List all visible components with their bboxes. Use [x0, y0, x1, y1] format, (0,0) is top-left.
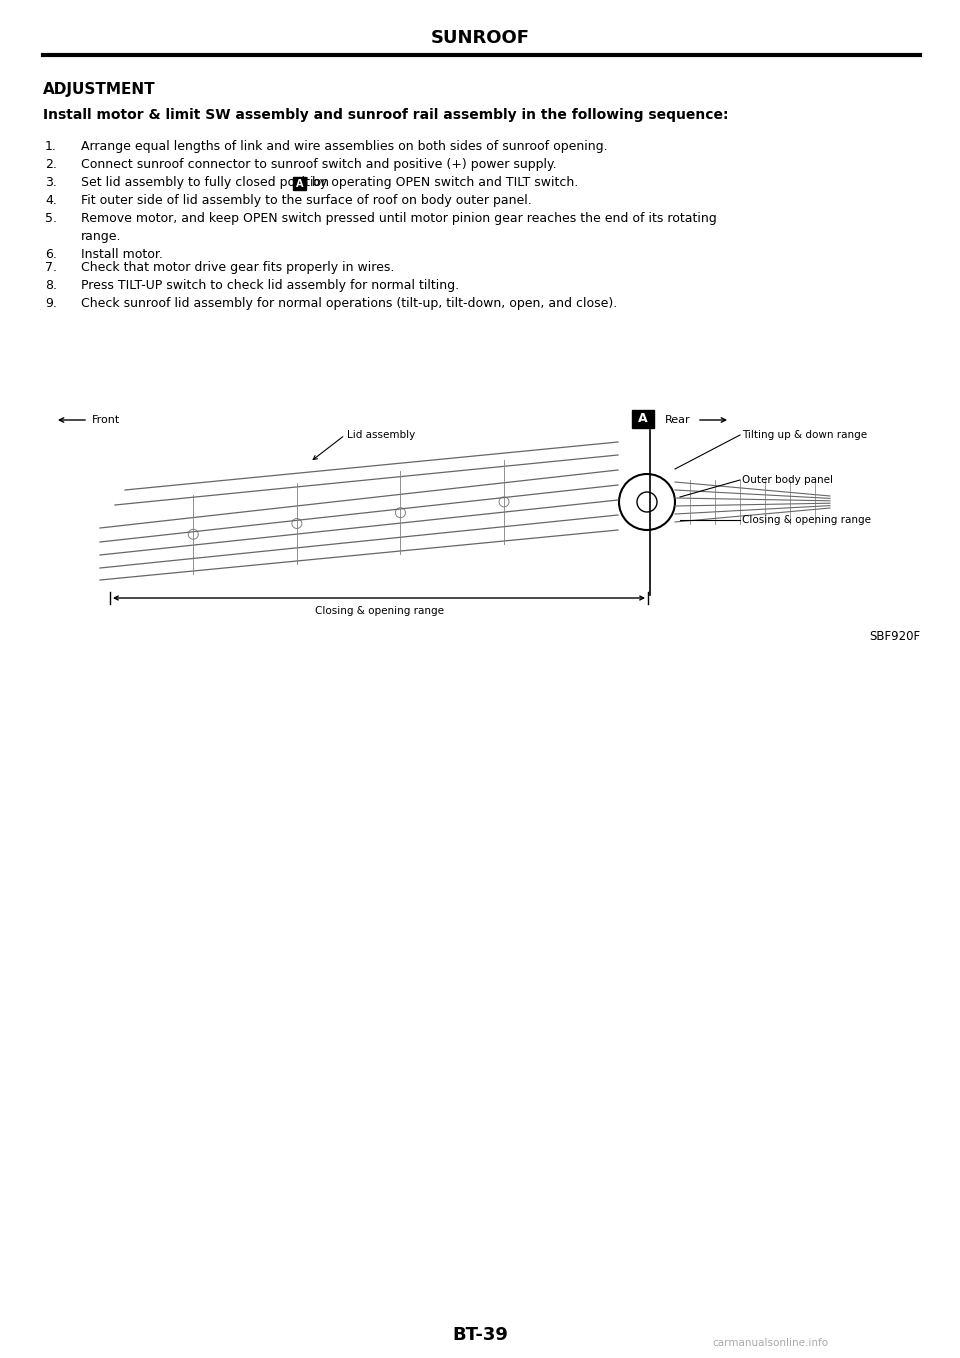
Text: SUNROOF: SUNROOF [430, 29, 530, 48]
Text: carmanualsonline.info: carmanualsonline.info [712, 1338, 828, 1348]
Text: by operating OPEN switch and TILT switch.: by operating OPEN switch and TILT switch… [308, 177, 578, 189]
FancyBboxPatch shape [632, 410, 654, 428]
Text: Press TILT-UP switch to check lid assembly for normal tilting.: Press TILT-UP switch to check lid assemb… [81, 278, 459, 292]
Text: Lid assembly: Lid assembly [347, 430, 416, 440]
Text: 5.: 5. [45, 212, 57, 225]
Text: Tilting up & down range: Tilting up & down range [742, 430, 867, 440]
Text: A: A [638, 413, 648, 425]
Text: Arrange equal lengths of link and wire assemblies on both sides of sunroof openi: Arrange equal lengths of link and wire a… [81, 140, 608, 153]
Text: A: A [296, 179, 303, 189]
Text: Connect sunroof connector to sunroof switch and positive (+) power supply.: Connect sunroof connector to sunroof swi… [81, 158, 557, 171]
Text: 3.: 3. [45, 177, 57, 189]
Text: 1.: 1. [45, 140, 57, 153]
Text: Closing & opening range: Closing & opening range [315, 606, 444, 617]
Text: Check that motor drive gear fits properly in wires.: Check that motor drive gear fits properl… [81, 261, 395, 274]
Text: 4.: 4. [45, 194, 57, 206]
Text: Set lid assembly to fully closed position: Set lid assembly to fully closed positio… [81, 177, 333, 189]
Text: 8.: 8. [45, 278, 57, 292]
Text: 7.: 7. [45, 261, 57, 274]
Text: 9.: 9. [45, 297, 57, 310]
Text: Closing & opening range: Closing & opening range [742, 515, 871, 526]
Text: Install motor.: Install motor. [81, 249, 163, 261]
Text: Remove motor, and keep OPEN switch pressed until motor pinion gear reaches the e: Remove motor, and keep OPEN switch press… [81, 212, 717, 225]
Text: range.: range. [81, 230, 122, 243]
Text: Rear: Rear [664, 416, 690, 425]
Text: 6.: 6. [45, 249, 57, 261]
FancyBboxPatch shape [293, 177, 306, 190]
Text: 2.: 2. [45, 158, 57, 171]
Text: Outer body panel: Outer body panel [742, 475, 833, 485]
Text: BT-39: BT-39 [452, 1325, 508, 1344]
Text: ADJUSTMENT: ADJUSTMENT [43, 81, 156, 96]
Text: Fit outer side of lid assembly to the surface of roof on body outer panel.: Fit outer side of lid assembly to the su… [81, 194, 532, 206]
Text: Front: Front [92, 416, 120, 425]
Text: SBF920F: SBF920F [869, 630, 920, 642]
Text: Check sunroof lid assembly for normal operations (tilt-up, tilt-down, open, and : Check sunroof lid assembly for normal op… [81, 297, 617, 310]
Text: Install motor & limit SW assembly and sunroof rail assembly in the following seq: Install motor & limit SW assembly and su… [43, 109, 729, 122]
